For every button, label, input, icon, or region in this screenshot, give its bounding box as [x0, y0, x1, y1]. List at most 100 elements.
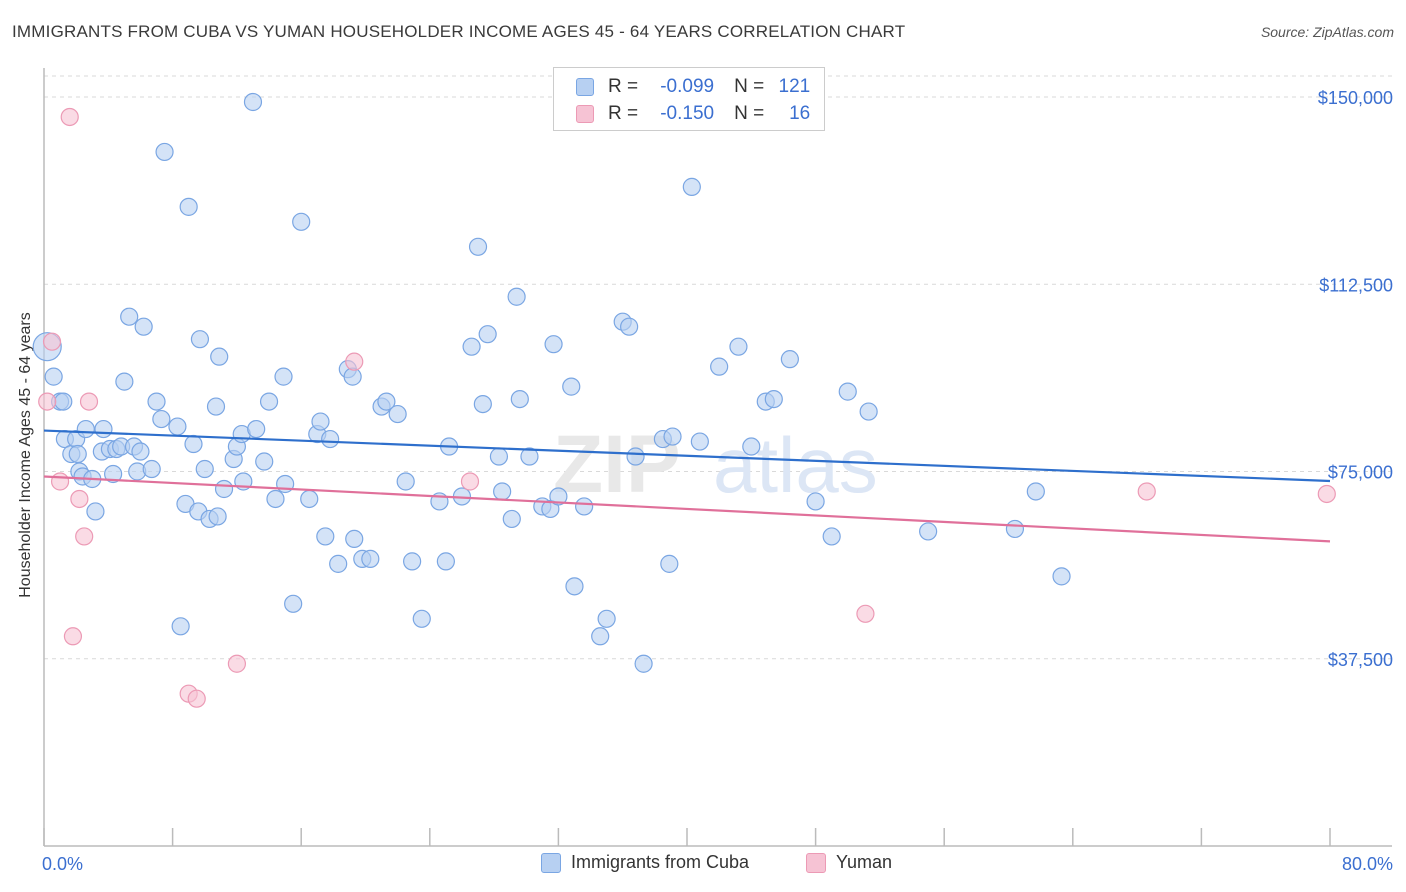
y-tick-label: $75,000 [1328, 463, 1393, 483]
cuba-point [147, 392, 166, 411]
yuman-point [460, 472, 480, 491]
cuba-point [104, 464, 123, 484]
cuba-point [255, 452, 274, 471]
cuba-point [468, 237, 488, 256]
cuba-point [329, 554, 348, 573]
cuba-point [377, 392, 396, 411]
cuba-point [54, 392, 73, 411]
yuman-point [50, 472, 70, 491]
yuman-point [60, 107, 79, 127]
y-tick-label: $150,000 [1318, 88, 1393, 108]
n-value: 121 [778, 76, 811, 97]
yuman-point [187, 689, 206, 708]
cuba-point [292, 212, 311, 231]
cuba-point [206, 397, 226, 416]
cuba-point [44, 367, 63, 386]
r-value: -0.099 [660, 76, 715, 97]
cuba-point [210, 347, 229, 366]
x-tick-label: 80.0% [1342, 854, 1393, 874]
stats-legend: R = -0.099 N = 121 R = -0.150 N = 16 [553, 67, 825, 131]
cuba-point [859, 402, 878, 421]
yuman-point [227, 654, 246, 673]
cuba-point [168, 417, 187, 436]
legend-label-cuba: Immigrants from Cuba [571, 852, 750, 872]
cuba-point [822, 527, 841, 546]
yuman-point [1317, 484, 1336, 504]
r-label: R = [608, 76, 639, 97]
cuba-point [195, 459, 214, 479]
cuba-point [345, 529, 364, 549]
yuman-point [79, 392, 99, 411]
stats-row-yuman: R = -0.150 N = 16 [576, 101, 810, 127]
cuba-point [489, 447, 509, 466]
tick-labels: $37,500 $75,000 $112,500 $150,000 0.0% 80.0% [42, 88, 1393, 874]
cuba-point [729, 337, 748, 356]
cuba-point [436, 552, 455, 571]
cuba-point [562, 377, 581, 396]
cuba-trend-line [43, 429, 1331, 483]
yuman-point [42, 332, 62, 351]
stats-row-cuba: R = -0.099 N = 121 [576, 74, 810, 100]
r-value: -0.150 [660, 103, 715, 124]
cuba-point [919, 522, 938, 541]
cuba-point [502, 509, 521, 529]
cuba-point [403, 552, 422, 571]
yuman-point [38, 392, 57, 411]
legend-item-cuba[interactable]: Immigrants from Cuba [541, 852, 749, 873]
legend-item-yuman[interactable]: Yuman [806, 852, 892, 873]
cuba-point [575, 497, 594, 516]
cuba-point [266, 489, 285, 509]
yuman-point [75, 527, 94, 546]
y-tick-label: $112,500 [1319, 275, 1393, 295]
cuba-point [361, 549, 380, 568]
cuba-point [549, 487, 568, 506]
cuba-point [473, 394, 492, 414]
axes [43, 68, 1392, 847]
watermark-atlas: atlas [713, 421, 878, 509]
n-label: N = [734, 76, 765, 97]
cuba-point [179, 197, 198, 216]
cuba-point [388, 404, 407, 424]
cuba-point [311, 412, 330, 431]
cuba-point [259, 392, 279, 411]
cuba-point [68, 444, 87, 464]
cuba-point [343, 367, 362, 386]
cuba-point [1026, 482, 1045, 501]
yuman-point [70, 489, 89, 509]
cuba-point [462, 337, 481, 356]
yuman-legend-swatch [806, 852, 826, 873]
cuba-point [1052, 567, 1071, 586]
cuba-point [710, 357, 729, 376]
cuba-point [690, 432, 709, 451]
r-label: R = [608, 103, 639, 124]
x-tick-label: 0.0% [42, 854, 83, 874]
cuba-point [520, 447, 539, 466]
data-points [32, 92, 1336, 708]
cuba-point [243, 92, 263, 112]
yuman-point [345, 352, 364, 371]
cuba-point [620, 317, 639, 336]
watermark: ZIP atlas [553, 419, 878, 510]
yuman-trend-line [43, 475, 1331, 543]
cuba-point [742, 437, 761, 456]
n-value: 16 [789, 103, 811, 124]
cuba-point [838, 382, 857, 401]
cuba-point [131, 442, 150, 461]
cuba-point [190, 330, 210, 349]
legend-label-yuman: Yuman [836, 852, 893, 872]
n-label: N = [734, 103, 765, 124]
cuba-point [214, 479, 234, 499]
cuba-point [134, 317, 153, 336]
trend-lines [43, 429, 1331, 543]
yuman-point [63, 627, 83, 646]
yuman-point [1137, 482, 1156, 501]
cuba-point [507, 287, 526, 306]
series-legend: Immigrants from Cuba Yuman [0, 852, 1406, 878]
cuba-point [764, 389, 783, 409]
cuba-point [184, 434, 203, 454]
cuba-point [396, 472, 415, 491]
cuba-point [663, 427, 682, 446]
cuba-point [300, 489, 319, 509]
source-label: Source: ZipAtlas.com [1260, 24, 1394, 40]
